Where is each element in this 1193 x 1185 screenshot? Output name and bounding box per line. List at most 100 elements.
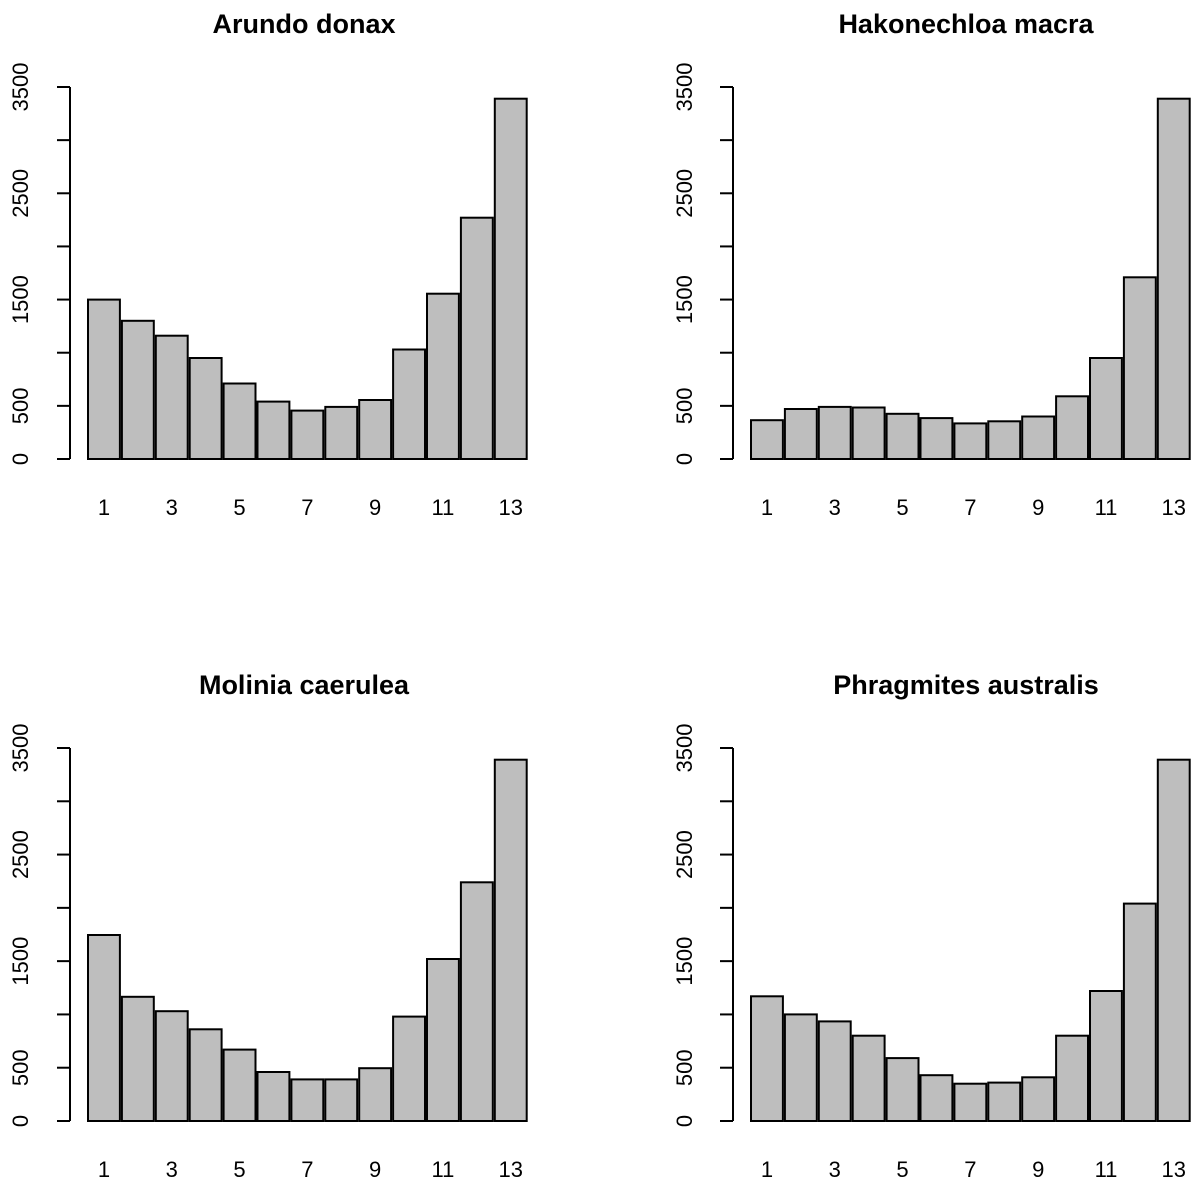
chart-title: Arundo donax (213, 9, 396, 39)
bar (256, 400, 291, 461)
bar (290, 409, 325, 461)
bar (885, 412, 920, 460)
chart-title: Phragmites australis (833, 670, 1099, 700)
x-tick-label: 11 (431, 495, 454, 520)
bar (120, 319, 155, 460)
y-tick-label: 3500 (672, 724, 697, 773)
x-tick-label: 9 (1032, 495, 1044, 520)
x-tick-label: 13 (499, 1157, 523, 1182)
x-tick-label: 13 (1162, 1157, 1186, 1182)
bar (324, 405, 359, 460)
bar (222, 1048, 257, 1122)
bar (392, 348, 427, 460)
bar (817, 1020, 852, 1123)
bar (324, 1078, 359, 1123)
x-tick-label: 11 (1095, 495, 1118, 520)
bar (1021, 415, 1056, 460)
bar (783, 408, 818, 460)
bar (290, 1078, 325, 1123)
x-tick-label: 3 (166, 1157, 178, 1182)
chart-title: Molinia caerulea (199, 670, 410, 700)
bar (1156, 758, 1191, 1122)
x-tick-label: 1 (761, 1157, 773, 1182)
bar (459, 216, 494, 460)
bar (426, 958, 460, 1122)
bar (358, 1067, 393, 1122)
bar (987, 420, 1022, 460)
bar (154, 1010, 189, 1123)
y-tick-label: 500 (8, 1049, 33, 1086)
x-tick-label: 7 (301, 1157, 313, 1182)
bar (120, 995, 155, 1122)
bar (1156, 97, 1191, 460)
bar (851, 406, 886, 460)
bar (1021, 1076, 1056, 1123)
chart-title: Hakonechloa macra (838, 9, 1094, 39)
x-tick-label: 3 (829, 1157, 841, 1182)
bar (87, 298, 121, 460)
y-tick-label: 0 (672, 453, 697, 465)
x-tick-label: 5 (233, 495, 245, 520)
x-tick-label: 1 (98, 1157, 110, 1182)
x-tick-label: 11 (1095, 1157, 1118, 1182)
bar (783, 1013, 818, 1123)
x-tick-label: 13 (1162, 495, 1186, 520)
y-tick-label: 1500 (672, 275, 697, 324)
x-tick-label: 5 (896, 1157, 908, 1182)
bar (817, 405, 852, 460)
bar (1089, 357, 1123, 460)
bar (358, 399, 393, 460)
x-tick-label: 7 (301, 495, 313, 520)
bar (493, 97, 528, 460)
x-tick-label: 11 (431, 1157, 454, 1182)
bar (459, 881, 494, 1122)
bar (953, 422, 988, 460)
y-tick-label: 3500 (8, 724, 33, 773)
x-tick-label: 3 (829, 495, 841, 520)
x-tick-label: 9 (369, 1157, 381, 1182)
y-tick-label: 0 (672, 1115, 697, 1127)
bar (1122, 902, 1157, 1122)
y-tick-label: 500 (672, 387, 697, 424)
bar (493, 758, 528, 1122)
y-tick-label: 500 (8, 387, 33, 424)
y-tick-label: 3500 (8, 63, 33, 112)
x-tick-label: 3 (166, 495, 178, 520)
y-tick-label: 2500 (672, 169, 697, 218)
bar (750, 419, 784, 461)
y-tick-label: 0 (8, 1115, 33, 1127)
x-tick-label: 7 (964, 495, 976, 520)
bar (1055, 395, 1089, 460)
bar (222, 382, 257, 460)
y-tick-label: 1500 (8, 937, 33, 986)
bar (953, 1082, 988, 1122)
bar (426, 292, 460, 461)
x-tick-label: 5 (896, 495, 908, 520)
bar (188, 357, 223, 460)
bar (885, 1057, 920, 1122)
x-tick-label: 5 (233, 1157, 245, 1182)
y-tick-label: 1500 (672, 937, 697, 986)
x-tick-label: 7 (964, 1157, 976, 1182)
bar (851, 1034, 886, 1122)
x-tick-label: 1 (98, 495, 110, 520)
bar (750, 995, 784, 1122)
bar (1055, 1034, 1089, 1122)
y-tick-label: 0 (8, 453, 33, 465)
y-tick-label: 2500 (672, 830, 697, 879)
y-tick-label: 2500 (8, 830, 33, 879)
x-tick-label: 1 (761, 495, 773, 520)
bar (87, 934, 121, 1122)
y-tick-label: 500 (672, 1049, 697, 1086)
x-tick-label: 9 (1032, 1157, 1044, 1182)
bar (256, 1071, 291, 1122)
bar (919, 417, 954, 461)
x-tick-label: 9 (369, 495, 381, 520)
bar (1089, 990, 1123, 1122)
bar (392, 1015, 427, 1122)
